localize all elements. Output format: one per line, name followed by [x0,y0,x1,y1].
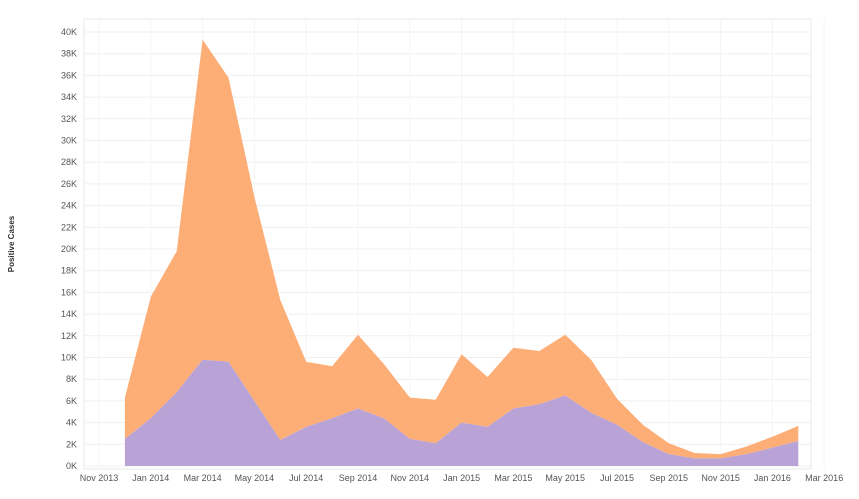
y-tick-label: 28K [61,157,77,167]
x-tick-label: Jul 2014 [289,473,323,483]
y-tick-label: 40K [61,27,77,37]
y-tick-label: 4K [66,418,77,428]
y-tick-label: 2K [66,439,77,449]
series-area-2 [124,39,799,459]
y-tick-label: 34K [61,92,77,102]
x-tick-label: Jan 2014 [132,473,169,483]
y-tick-label: 6K [66,396,77,406]
series-areas [124,39,799,466]
y-tick-label: 26K [61,179,77,189]
x-axis: Nov 2013 Jan 2014 Mar 2014 May 2014 Jul 2014… [80,473,843,483]
x-tick-label: Nov 2013 [80,473,119,483]
y-tick-label: 32K [61,114,77,124]
x-tick-label: Jan 2015 [443,473,480,483]
y-axis: 0K 2K 4K 6K 8K 10K 12K 14K 16K 18K 20K 22K 24K 26K 28K… [61,27,77,471]
y-tick-label: 22K [61,222,77,232]
y-tick-label: 0K [66,461,77,471]
x-tick-label: Jul 2015 [600,473,634,483]
x-tick-label: May 2015 [545,473,585,483]
y-tick-label: 24K [61,201,77,211]
x-tick-label: Jan 2016 [754,473,791,483]
x-tick-label: Mar 2015 [494,473,532,483]
x-tick-label: May 2014 [235,473,275,483]
y-tick-label: 20K [61,244,77,254]
y-tick-label: 16K [61,287,77,297]
y-tick-label: 8K [66,374,77,384]
x-tick-label: Nov 2015 [701,473,740,483]
x-tick-label: Nov 2014 [391,473,430,483]
y-tick-label: 18K [61,266,77,276]
x-tick-label: Mar 2014 [184,473,222,483]
y-tick-label: 12K [61,331,77,341]
x-tick-label: Sep 2014 [339,473,378,483]
y-axis-title: Positive Cases [7,215,16,272]
x-tick-label: Mar 2016 [805,473,843,483]
x-tick-label: Sep 2015 [650,473,689,483]
series-area-1 [124,359,799,466]
y-tick-label: 38K [61,49,77,59]
y-tick-label: 30K [61,136,77,146]
y-tick-label: 10K [61,353,77,363]
y-tick-label: 36K [61,70,77,80]
y-tick-label: 14K [61,309,77,319]
